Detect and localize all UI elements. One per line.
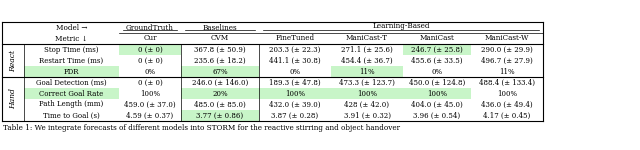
Bar <box>331 66 403 77</box>
Text: Metric ↓: Metric ↓ <box>55 34 88 42</box>
Text: Correct Goal Rate: Correct Goal Rate <box>40 90 104 98</box>
Bar <box>24 88 119 99</box>
Text: 455.6 (± 33.5): 455.6 (± 33.5) <box>412 57 463 64</box>
Text: 100%: 100% <box>285 90 305 98</box>
Text: Model →: Model → <box>56 24 87 32</box>
Text: 203.3 (± 22.3): 203.3 (± 22.3) <box>269 45 321 54</box>
Bar <box>2 22 543 121</box>
Text: 0%: 0% <box>431 68 443 75</box>
Text: 473.3 (± 123.7): 473.3 (± 123.7) <box>339 78 395 87</box>
Text: 246.0 (± 146.0): 246.0 (± 146.0) <box>192 78 248 87</box>
Bar <box>181 88 259 99</box>
Text: 496.7 (± 27.9): 496.7 (± 27.9) <box>481 57 533 64</box>
Bar <box>331 88 403 99</box>
Text: 271.1 (± 25.6): 271.1 (± 25.6) <box>341 45 393 54</box>
Text: Path Length (mm): Path Length (mm) <box>40 100 104 108</box>
Text: Baselines: Baselines <box>203 24 237 32</box>
Text: Restart Time (ms): Restart Time (ms) <box>40 57 104 64</box>
Text: 20%: 20% <box>212 90 228 98</box>
Text: CVM: CVM <box>211 34 229 42</box>
Text: 441.1 (± 30.8): 441.1 (± 30.8) <box>269 57 321 64</box>
Text: 459.0 (± 37.0): 459.0 (± 37.0) <box>124 100 176 108</box>
Text: 11%: 11% <box>499 68 515 75</box>
Text: Table 1: We integrate forecasts of different models into STORM for the reactive : Table 1: We integrate forecasts of diffe… <box>3 124 400 132</box>
Text: 235.6 (± 18.2): 235.6 (± 18.2) <box>194 57 246 64</box>
Text: 485.0 (± 85.0): 485.0 (± 85.0) <box>194 100 246 108</box>
Text: 4.17 (± 0.45): 4.17 (± 0.45) <box>483 111 531 120</box>
Text: ManiCast: ManiCast <box>420 34 454 42</box>
Text: 290.0 (± 29.9): 290.0 (± 29.9) <box>481 45 533 54</box>
Text: 3.91 (± 0.32): 3.91 (± 0.32) <box>344 111 390 120</box>
Text: FDR: FDR <box>64 68 79 75</box>
Text: ManiCast-T: ManiCast-T <box>346 34 388 42</box>
Text: Time to Goal (s): Time to Goal (s) <box>43 111 100 120</box>
Text: 450.0 (± 124.8): 450.0 (± 124.8) <box>409 78 465 87</box>
Bar <box>181 66 259 77</box>
Text: 3.77 (± 0.86): 3.77 (± 0.86) <box>196 111 244 120</box>
Text: 367.8 (± 50.9): 367.8 (± 50.9) <box>194 45 246 54</box>
Text: 0 (± 0): 0 (± 0) <box>138 57 163 64</box>
Text: 432.0 (± 39.0): 432.0 (± 39.0) <box>269 100 321 108</box>
Text: 0 (± 0): 0 (± 0) <box>138 45 163 54</box>
Bar <box>259 88 331 99</box>
Text: 436.0 (± 49.4): 436.0 (± 49.4) <box>481 100 533 108</box>
Text: 454.4 (± 36.7): 454.4 (± 36.7) <box>341 57 393 64</box>
Text: 0 (± 0): 0 (± 0) <box>138 78 163 87</box>
Text: Stop Time (ms): Stop Time (ms) <box>44 45 99 54</box>
Bar <box>24 66 119 77</box>
Text: React: React <box>9 50 17 72</box>
Text: 189.3 (± 47.8): 189.3 (± 47.8) <box>269 78 321 87</box>
Text: ManiCast-W: ManiCast-W <box>484 34 529 42</box>
Text: 67%: 67% <box>212 68 228 75</box>
Text: 100%: 100% <box>357 90 377 98</box>
Text: 100%: 100% <box>140 90 160 98</box>
Text: GroundTruth: GroundTruth <box>126 24 174 32</box>
Text: 246.7 (± 25.8): 246.7 (± 25.8) <box>411 45 463 54</box>
Text: 488.4 (± 133.4): 488.4 (± 133.4) <box>479 78 535 87</box>
Text: Cur: Cur <box>143 34 157 42</box>
Text: 3.96 (± 0.54): 3.96 (± 0.54) <box>413 111 461 120</box>
Text: 0%: 0% <box>289 68 301 75</box>
Text: 404.0 (± 45.0): 404.0 (± 45.0) <box>411 100 463 108</box>
Bar <box>403 44 471 55</box>
Text: Learning-Based: Learning-Based <box>372 22 429 30</box>
Text: 4.59 (± 0.37): 4.59 (± 0.37) <box>127 111 173 120</box>
Text: 100%: 100% <box>427 90 447 98</box>
Text: 0%: 0% <box>145 68 156 75</box>
Bar <box>119 44 181 55</box>
Text: 11%: 11% <box>359 68 375 75</box>
Text: 100%: 100% <box>497 90 517 98</box>
Text: 428 (± 42.0): 428 (± 42.0) <box>344 100 390 108</box>
Text: Goal Detection (ms): Goal Detection (ms) <box>36 78 107 87</box>
Bar <box>403 88 471 99</box>
Text: Hand: Hand <box>9 88 17 110</box>
Bar <box>181 110 259 121</box>
Text: 3.87 (± 0.28): 3.87 (± 0.28) <box>271 111 319 120</box>
Text: FineTuned: FineTuned <box>275 34 315 42</box>
